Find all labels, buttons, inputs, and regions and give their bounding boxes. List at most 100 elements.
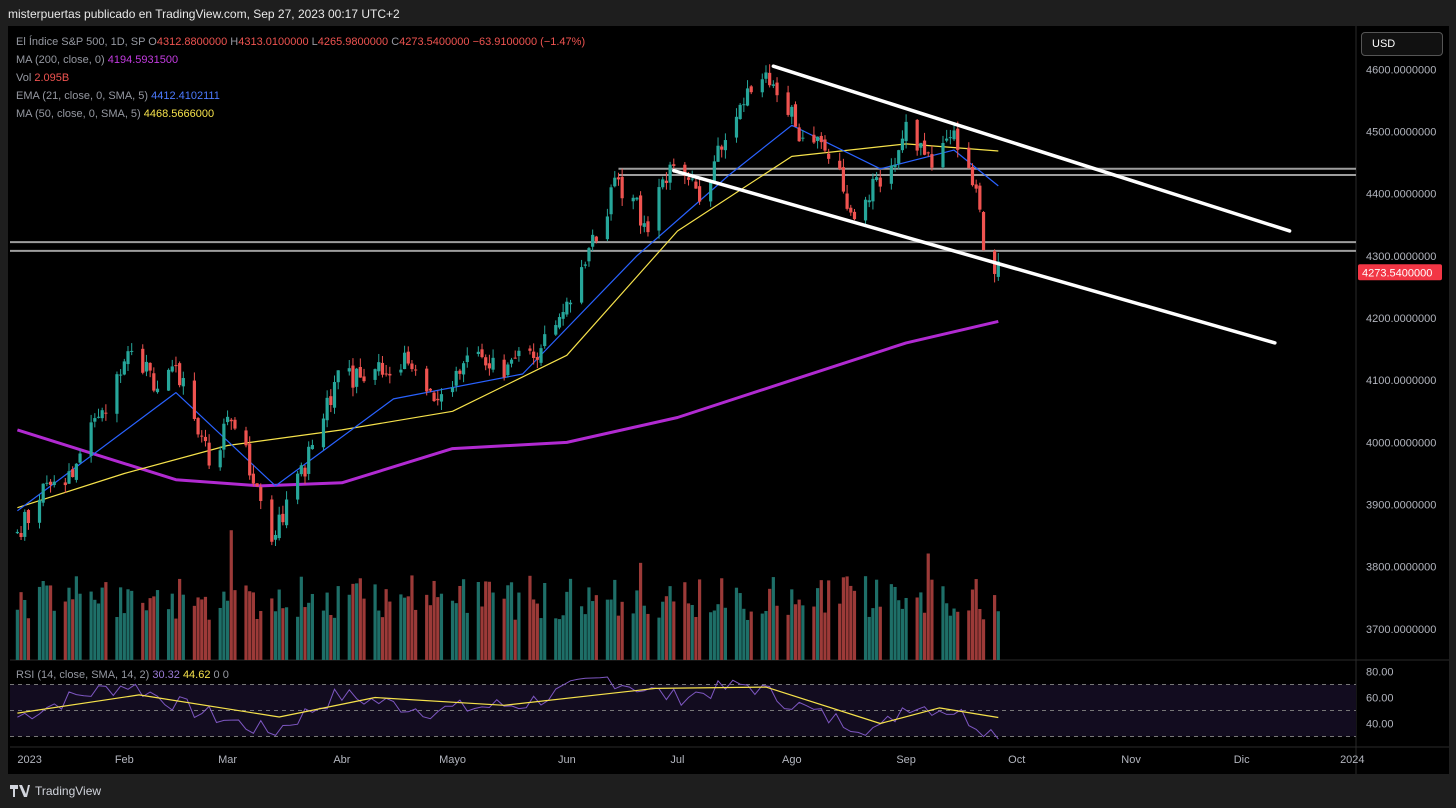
- volume-bar: [823, 612, 827, 660]
- time-tick-label: Ago: [782, 754, 802, 766]
- candle-body: [218, 450, 222, 468]
- volume-bar: [904, 597, 908, 660]
- ma200-line: [16, 319, 999, 488]
- candle-body: [192, 380, 196, 419]
- candle-body: [89, 422, 93, 456]
- close-value: 4273.5400000: [399, 36, 470, 48]
- candle-body: [922, 140, 927, 155]
- volume-bar: [594, 595, 598, 660]
- last-price-tag: [1358, 264, 1442, 281]
- volume-bar: [454, 603, 458, 660]
- volume-bar: [325, 592, 329, 660]
- candle-body: [307, 446, 311, 474]
- candle-body: [668, 164, 672, 183]
- candle-body: [561, 312, 565, 319]
- candle-body: [155, 388, 160, 393]
- volume-bar: [897, 600, 901, 660]
- candle-body: [296, 473, 300, 500]
- candle-body: [454, 370, 458, 386]
- candle-body: [897, 150, 901, 164]
- volume-bar: [491, 592, 495, 660]
- candle-body: [336, 370, 340, 383]
- candle-body: [19, 532, 23, 538]
- tradingview-logo[interactable]: TradingView: [10, 784, 101, 798]
- volume-bar: [130, 590, 134, 660]
- candle-body: [67, 471, 71, 484]
- candle-body: [273, 534, 278, 540]
- candle-body: [203, 436, 208, 442]
- tradingview-logo-icon: [10, 785, 30, 797]
- candle-body: [712, 161, 716, 182]
- volume-bar: [270, 598, 274, 660]
- volume-bar: [716, 604, 720, 660]
- candle-body: [502, 359, 506, 378]
- candle-body: [852, 211, 857, 220]
- volume-bar: [616, 615, 621, 660]
- candle-body: [568, 302, 573, 305]
- candle-body: [904, 121, 908, 142]
- rsi-tick-label: 40.00: [1366, 719, 1394, 731]
- volume-bar: [827, 580, 831, 660]
- volume-bar: [771, 577, 775, 660]
- footer: TradingView: [0, 774, 1456, 808]
- axes: 4600.0000000 4500.0000000 4400.0000000 4300…: [17, 64, 1442, 766]
- volume-bar: [557, 619, 562, 660]
- candle-body: [838, 160, 842, 170]
- volume-bar: [579, 606, 584, 660]
- volume-bar: [583, 614, 587, 660]
- volume-bar: [480, 606, 484, 660]
- volume-bar: [307, 602, 311, 660]
- legend-ma50-row: MA (50, close, 0, SMA, 5) 4468.5666000: [16, 105, 585, 123]
- volume-bar: [915, 597, 919, 660]
- candle-body: [926, 152, 930, 154]
- rsi-value: 30.32: [152, 669, 180, 681]
- volume-bar: [993, 595, 997, 660]
- volume-bar: [561, 615, 565, 660]
- currency-button[interactable]: USD: [1361, 32, 1443, 56]
- candle-body: [775, 82, 779, 96]
- candle-body: [410, 363, 414, 370]
- candle-body: [63, 482, 67, 486]
- volume-bar: [259, 611, 263, 660]
- candle-body: [686, 177, 691, 180]
- volume-bar: [196, 597, 200, 660]
- candle-body: [178, 363, 182, 386]
- candle-body: [583, 264, 587, 266]
- candle-body: [863, 199, 868, 221]
- volume-bar: [509, 582, 514, 660]
- volume-bar: [742, 608, 746, 660]
- volume-bar: [867, 616, 871, 660]
- volume-bar: [229, 530, 233, 660]
- candle-body: [981, 212, 986, 251]
- candle-body: [790, 106, 794, 117]
- volume-bar: [255, 619, 259, 660]
- horizontal-levels: [10, 167, 1356, 252]
- volume-bar: [686, 603, 691, 660]
- candle-body: [380, 362, 385, 375]
- volume-bar: [414, 609, 418, 660]
- volume-bar: [203, 596, 208, 660]
- volume-bar: [406, 596, 410, 660]
- volume-bar: [922, 612, 927, 660]
- volume-bar: [871, 608, 875, 660]
- volume-bar: [738, 593, 742, 660]
- candle-body: [144, 361, 149, 372]
- volume-bar: [517, 592, 521, 660]
- candle-body: [978, 185, 982, 210]
- candle-body: [233, 419, 237, 429]
- candle-body: [812, 134, 816, 143]
- candle-body: [967, 147, 971, 169]
- candle-body: [148, 362, 152, 371]
- volume-bar: [373, 584, 377, 660]
- volume-bar: [244, 585, 248, 660]
- volume-bar: [384, 589, 388, 660]
- volume-bar: [37, 586, 42, 660]
- volume-bar: [200, 599, 204, 660]
- candle-body: [690, 178, 694, 180]
- candle-body: [174, 365, 178, 367]
- candle-body: [399, 369, 403, 373]
- candle-body: [565, 301, 569, 315]
- candle-body: [620, 176, 624, 199]
- volume-bar: [764, 610, 768, 660]
